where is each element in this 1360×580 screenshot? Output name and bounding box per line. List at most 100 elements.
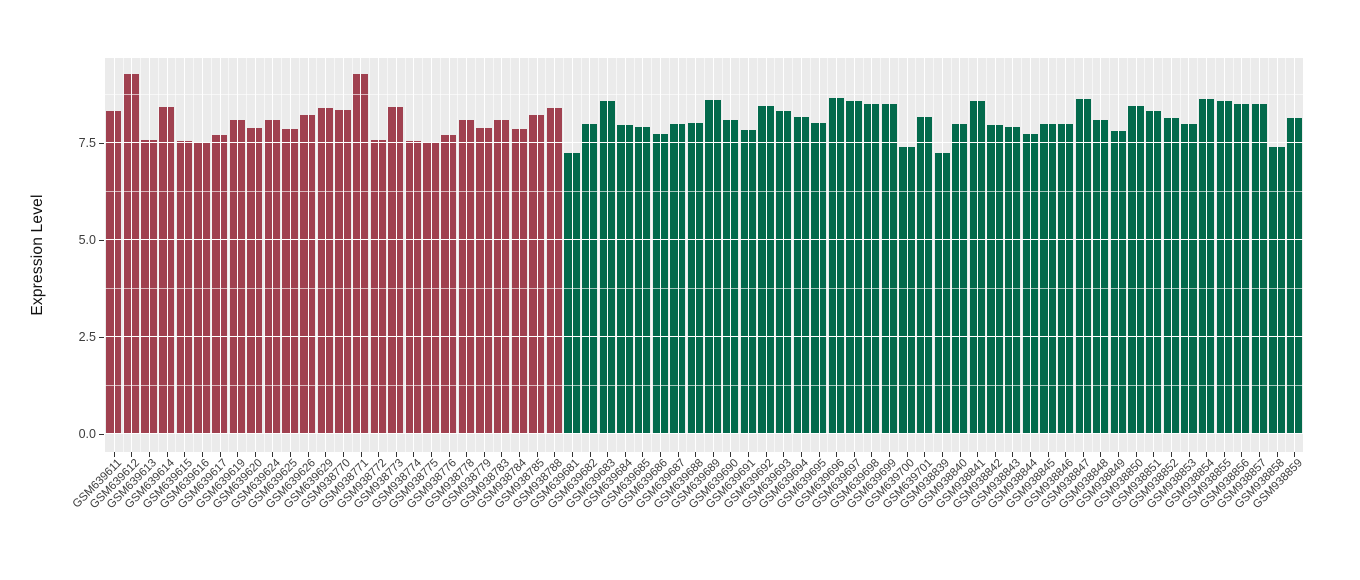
x-major-gridline — [712, 58, 714, 452]
x-tick-mark — [977, 452, 979, 457]
x-minor-gridline — [1126, 58, 1128, 452]
x-tick-mark — [483, 452, 485, 457]
x-major-gridline — [483, 58, 485, 452]
x-minor-gridline — [933, 58, 935, 452]
x-tick-mark — [783, 452, 785, 457]
x-major-gridline — [994, 58, 996, 452]
x-minor-gridline — [880, 58, 882, 452]
x-tick-mark — [1065, 452, 1067, 457]
x-minor-gridline — [915, 58, 917, 452]
x-major-gridline — [501, 58, 503, 452]
x-major-gridline — [395, 58, 397, 452]
x-tick-mark — [924, 452, 926, 457]
x-major-gridline — [519, 58, 520, 452]
x-minor-gridline — [633, 58, 635, 452]
y-tick-mark — [99, 240, 104, 242]
x-tick-mark — [959, 452, 961, 457]
x-tick-mark — [642, 452, 644, 457]
x-tick-mark — [219, 452, 221, 457]
x-minor-gridline — [245, 58, 247, 452]
x-major-gridline — [289, 58, 291, 452]
x-major-gridline — [783, 58, 785, 452]
x-major-gridline — [430, 58, 432, 452]
x-major-gridline — [1082, 58, 1084, 452]
x-tick-mark — [1206, 452, 1208, 457]
x-tick-mark — [237, 452, 239, 457]
x-minor-gridline — [580, 58, 582, 452]
x-minor-gridline — [1285, 58, 1287, 452]
x-tick-mark — [941, 452, 943, 457]
x-major-gridline — [800, 58, 802, 452]
x-minor-gridline — [1179, 58, 1181, 452]
x-tick-mark — [466, 452, 468, 457]
x-tick-mark — [712, 452, 714, 457]
x-minor-gridline — [739, 58, 741, 452]
x-minor-gridline — [651, 58, 653, 452]
x-tick-mark — [695, 452, 697, 457]
x-minor-gridline — [140, 58, 142, 452]
x-tick-mark — [501, 452, 503, 457]
x-major-gridline — [1047, 58, 1049, 452]
x-major-gridline — [536, 58, 538, 452]
x-tick-mark — [889, 452, 890, 457]
x-minor-gridline — [1073, 58, 1075, 452]
x-major-gridline — [941, 58, 943, 452]
x-minor-gridline — [157, 58, 159, 452]
x-major-gridline — [307, 58, 309, 452]
x-minor-gridline — [122, 58, 124, 452]
x-major-gridline — [906, 58, 908, 452]
x-major-gridline — [237, 58, 239, 452]
x-major-gridline — [924, 58, 926, 452]
x-minor-gridline — [844, 58, 846, 452]
x-tick-mark — [184, 452, 186, 457]
x-major-gridline — [659, 58, 661, 452]
x-tick-mark — [378, 452, 380, 457]
x-tick-mark — [906, 452, 908, 457]
x-major-gridline — [1100, 58, 1102, 452]
x-tick-mark — [1100, 452, 1102, 457]
x-minor-gridline — [545, 58, 547, 452]
x-major-gridline — [871, 58, 873, 452]
x-major-gridline — [977, 58, 979, 452]
x-tick-mark — [272, 452, 274, 457]
x-major-gridline — [1241, 58, 1243, 452]
x-major-gridline — [888, 58, 890, 452]
x-minor-gridline — [298, 58, 300, 452]
x-tick-mark — [994, 452, 996, 457]
x-tick-mark — [254, 452, 256, 457]
x-tick-mark — [818, 452, 820, 457]
x-minor-gridline — [175, 58, 177, 452]
x-tick-mark — [413, 452, 415, 457]
x-tick-mark — [1118, 452, 1119, 457]
x-major-gridline — [1153, 58, 1155, 452]
y-tick-label: 0.0 — [78, 427, 96, 442]
x-major-gridline — [695, 58, 697, 452]
x-tick-mark — [730, 452, 732, 457]
x-minor-gridline — [563, 58, 565, 452]
x-minor-gridline — [1021, 58, 1023, 452]
x-tick-mark — [589, 452, 591, 457]
x-tick-mark — [1082, 452, 1084, 457]
x-major-gridline — [1170, 58, 1172, 452]
x-minor-gridline — [1214, 58, 1216, 452]
x-major-gridline — [836, 58, 838, 452]
x-major-gridline — [325, 58, 327, 452]
x-tick-mark — [871, 452, 873, 457]
x-minor-gridline — [527, 58, 529, 452]
x-major-gridline — [730, 58, 732, 452]
x-minor-gridline — [756, 58, 758, 452]
y-axis-title: Expression Level — [29, 194, 46, 316]
x-major-gridline — [1135, 58, 1137, 452]
y-tick-mark — [99, 337, 104, 339]
x-tick-mark — [430, 452, 432, 457]
x-major-gridline — [219, 58, 221, 452]
x-minor-gridline — [615, 58, 617, 452]
x-minor-gridline — [510, 58, 512, 452]
y-tick-mark — [99, 143, 104, 145]
x-major-gridline — [571, 58, 573, 452]
x-minor-gridline — [474, 58, 476, 452]
x-major-gridline — [201, 58, 203, 452]
x-tick-mark — [1259, 452, 1260, 457]
x-major-gridline — [342, 58, 344, 452]
